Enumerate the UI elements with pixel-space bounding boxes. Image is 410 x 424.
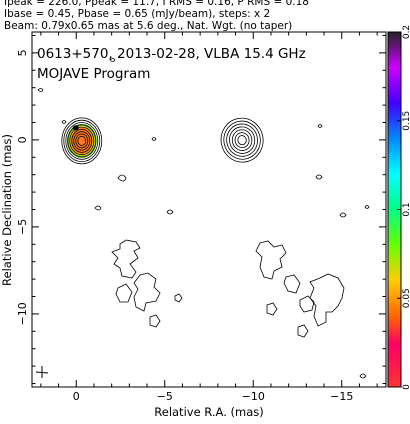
beam-marker	[35, 366, 49, 378]
colorbar-ticks: 0 0.05 0.1 0.15 0.2	[397, 25, 410, 390]
y-tick-label: 0	[16, 136, 29, 143]
colorbar-tick-label: 0	[402, 384, 410, 390]
x-tick-label: −10	[242, 390, 265, 403]
secondary-component-contours	[220, 117, 264, 163]
colorbar-tick-label: 0.1	[402, 202, 410, 216]
core-contour-line	[75, 133, 89, 149]
x-tick-label: −15	[330, 390, 353, 403]
y-tick-label: −10	[16, 302, 29, 325]
colorbar-tick-label: 0.05	[402, 288, 410, 308]
secondary-contour-line	[229, 126, 256, 154]
x-axis-ticks: 0 −5 −10 −15	[40, 32, 378, 403]
secondary-contour-line	[231, 129, 253, 151]
core-dark-spot	[72, 125, 79, 131]
chart-title: 0613+570, 2013-02-28, VLBA 15.4 GHz	[37, 46, 306, 62]
y-axis-label: Relative Declination (mas)	[0, 134, 14, 286]
y-axis-ticks: 5 0 −5 −10	[16, 34, 386, 385]
core-contour-line	[77, 135, 87, 146]
core-contour-line	[69, 126, 95, 156]
core-component-contours	[61, 117, 103, 165]
core-contour-line	[71, 128, 93, 153]
secondary-contour-line	[226, 123, 258, 157]
header-line-3: Beam: 0.79x0.65 mas at 5.6 deg., Nat. Wg…	[4, 20, 293, 32]
noise-contours	[37, 58, 370, 379]
colorbar-tick-label: 0.15	[402, 111, 410, 131]
secondary-contour-line	[234, 132, 250, 149]
core-contour-line	[73, 131, 91, 151]
secondary-contour-line	[237, 135, 247, 146]
header-line-1: Ipeak = 226.0, Ppeak = 11.7, I RMS = 0.1…	[4, 0, 309, 8]
core-contour-line	[65, 122, 99, 160]
chart-subtitle: MOJAVE Program	[37, 66, 150, 82]
secondary-contour-line	[223, 120, 261, 160]
core-contour-line	[67, 124, 97, 158]
x-tick-label: 0	[73, 390, 80, 403]
core-contour-line	[61, 117, 103, 165]
header-line-2: Ibase = 0.45, Pbase = 0.65 (mJy/beam), s…	[4, 8, 271, 20]
plot-frame	[31, 31, 387, 388]
secondary-contour-line	[220, 117, 264, 163]
x-axis-label: Relative R.A. (mas)	[154, 405, 263, 419]
y-tick-label: 5	[16, 49, 29, 56]
colorbar-tick-label: 0.2	[402, 25, 410, 39]
x-tick-label: −5	[157, 390, 173, 403]
core-contour-line	[63, 119, 101, 162]
y-tick-label: −5	[16, 219, 29, 235]
